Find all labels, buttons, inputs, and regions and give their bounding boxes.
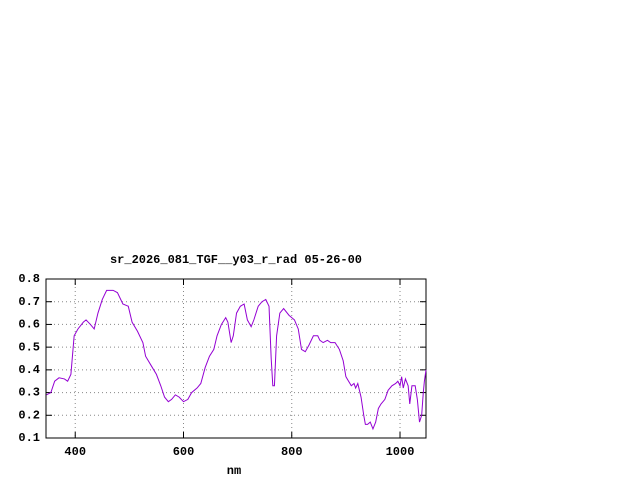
y-tick-label: 0.4: [18, 363, 40, 377]
x-axis-label: nm: [227, 464, 241, 478]
y-tick-label: 0.5: [18, 340, 40, 354]
y-tick-label: 0.7: [18, 295, 40, 309]
x-tick-label: 800: [281, 445, 303, 459]
x-tick-label: 600: [173, 445, 195, 459]
y-tick-label: 0.2: [18, 408, 40, 422]
x-tick-label: 400: [64, 445, 86, 459]
y-tick-label: 0.1: [18, 431, 40, 445]
chart-title: sr_2026_081_TGF__y03_r_rad 05-26-00: [110, 253, 362, 267]
y-tick-label: 0.8: [18, 272, 40, 286]
data-line: [46, 289, 427, 431]
y-tick-label: 0.6: [18, 318, 40, 332]
y-tick-label: 0.3: [18, 386, 40, 400]
plot-frame: [45, 278, 427, 439]
x-tick-label: 1000: [386, 445, 415, 459]
